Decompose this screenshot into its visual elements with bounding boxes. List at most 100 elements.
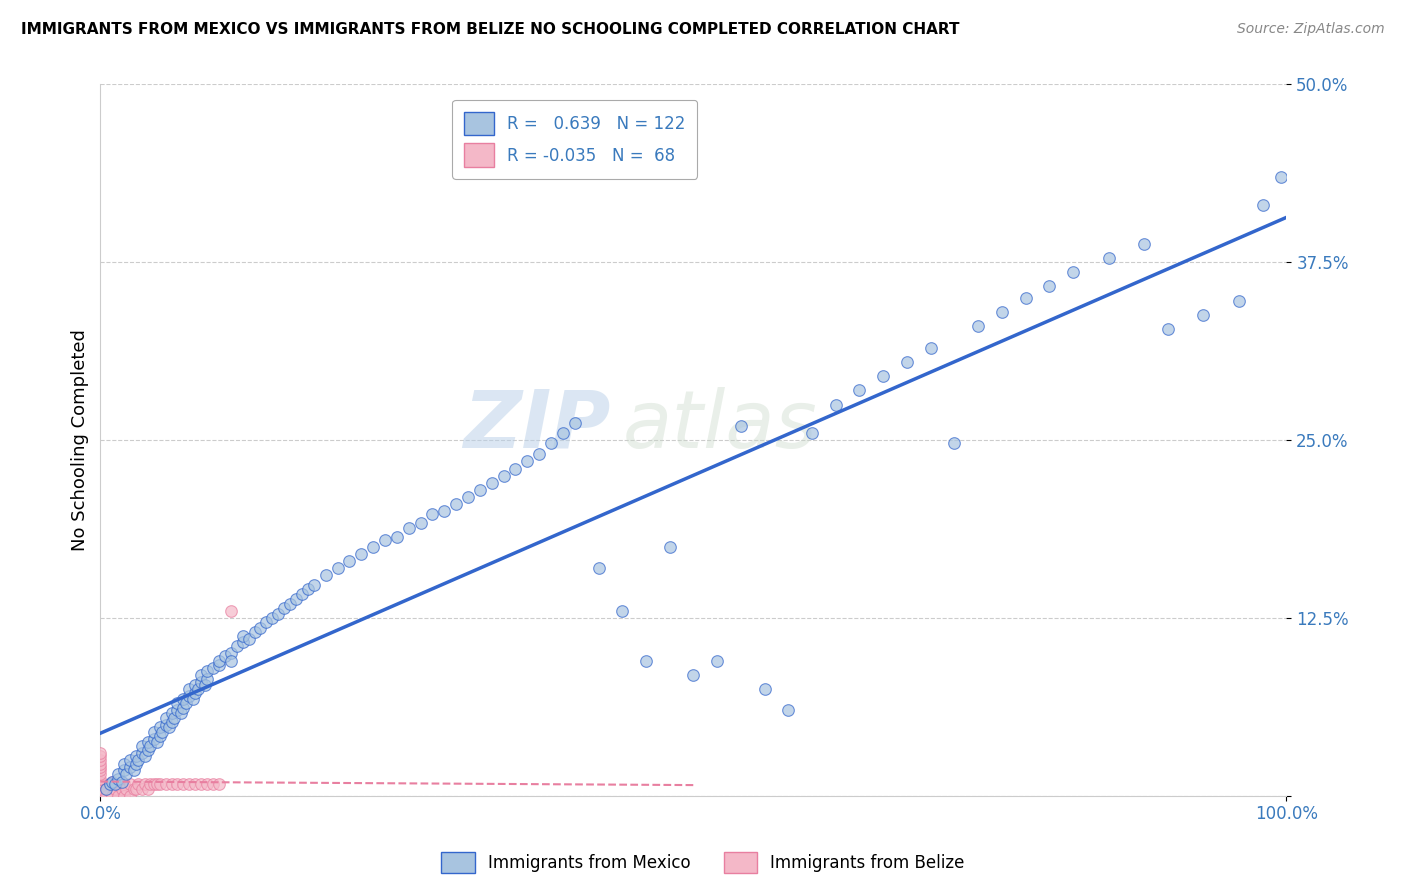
Point xyxy=(166,703,188,717)
Point xyxy=(98,777,121,791)
Point xyxy=(243,625,266,640)
Point xyxy=(302,578,325,592)
Point xyxy=(658,540,681,554)
Point xyxy=(111,774,134,789)
Point xyxy=(551,425,574,440)
Point xyxy=(155,717,177,731)
Point xyxy=(131,739,153,753)
Point xyxy=(1014,291,1036,305)
Point xyxy=(89,789,111,803)
Point xyxy=(730,418,752,433)
Point xyxy=(89,789,111,803)
Point xyxy=(202,661,225,675)
Point xyxy=(219,604,242,618)
Point xyxy=(149,777,172,791)
Point xyxy=(89,789,111,803)
Point xyxy=(214,649,236,664)
Point xyxy=(112,777,135,791)
Point xyxy=(89,774,111,789)
Point xyxy=(516,454,538,468)
Point xyxy=(136,734,159,748)
Point xyxy=(89,789,111,803)
Point xyxy=(89,789,111,803)
Point xyxy=(174,696,197,710)
Point xyxy=(89,789,111,803)
Point xyxy=(118,760,141,774)
Point xyxy=(1062,265,1084,279)
Point xyxy=(107,789,129,803)
Point xyxy=(149,729,172,743)
Point xyxy=(103,781,125,796)
Point xyxy=(1133,236,1156,251)
Point xyxy=(89,789,111,803)
Point xyxy=(89,789,111,803)
Point xyxy=(101,789,124,803)
Point xyxy=(505,461,527,475)
Point xyxy=(184,686,207,700)
Point xyxy=(1097,251,1119,265)
Point xyxy=(409,516,432,530)
Point xyxy=(190,777,212,791)
Point xyxy=(187,681,209,696)
Point xyxy=(89,789,111,803)
Point xyxy=(160,777,183,791)
Point xyxy=(184,777,207,791)
Point xyxy=(89,757,111,772)
Point xyxy=(540,436,562,450)
Point xyxy=(146,777,169,791)
Point xyxy=(89,763,111,777)
Point xyxy=(588,561,610,575)
Point xyxy=(125,781,148,796)
Point xyxy=(195,777,218,791)
Point xyxy=(350,547,373,561)
Point xyxy=(89,767,111,781)
Point xyxy=(131,781,153,796)
Legend: R =   0.639   N = 122, R = -0.035   N =  68: R = 0.639 N = 122, R = -0.035 N = 68 xyxy=(453,100,697,178)
Point xyxy=(89,753,111,767)
Point xyxy=(398,521,420,535)
Point xyxy=(492,468,515,483)
Point xyxy=(107,767,129,781)
Point xyxy=(374,533,396,547)
Point xyxy=(89,772,111,786)
Point xyxy=(385,530,408,544)
Point xyxy=(339,554,361,568)
Text: ZIP: ZIP xyxy=(463,387,610,465)
Point xyxy=(89,789,111,803)
Text: IMMIGRANTS FROM MEXICO VS IMMIGRANTS FROM BELIZE NO SCHOOLING COMPLETED CORRELAT: IMMIGRANTS FROM MEXICO VS IMMIGRANTS FRO… xyxy=(21,22,959,37)
Point xyxy=(181,692,204,706)
Point xyxy=(943,436,966,450)
Point xyxy=(115,781,138,796)
Point xyxy=(172,777,194,791)
Point xyxy=(89,777,111,791)
Point xyxy=(112,789,135,803)
Point xyxy=(254,615,277,630)
Point xyxy=(1157,322,1180,336)
Point xyxy=(127,777,149,791)
Point xyxy=(422,507,444,521)
Point xyxy=(149,721,172,735)
Point xyxy=(634,654,657,668)
Point xyxy=(195,672,218,686)
Point xyxy=(89,789,111,803)
Point xyxy=(219,647,242,661)
Point xyxy=(166,696,188,710)
Point xyxy=(157,721,180,735)
Point xyxy=(481,475,503,490)
Point xyxy=(96,781,118,796)
Point xyxy=(754,681,776,696)
Point xyxy=(134,777,156,791)
Point xyxy=(112,757,135,772)
Point xyxy=(101,774,124,789)
Point xyxy=(564,416,586,430)
Point xyxy=(179,777,201,791)
Point xyxy=(118,753,141,767)
Point xyxy=(208,777,231,791)
Point xyxy=(155,710,177,724)
Point xyxy=(101,774,124,789)
Point xyxy=(96,789,118,803)
Point xyxy=(150,724,173,739)
Point xyxy=(967,319,990,334)
Point xyxy=(315,568,337,582)
Point xyxy=(136,781,159,796)
